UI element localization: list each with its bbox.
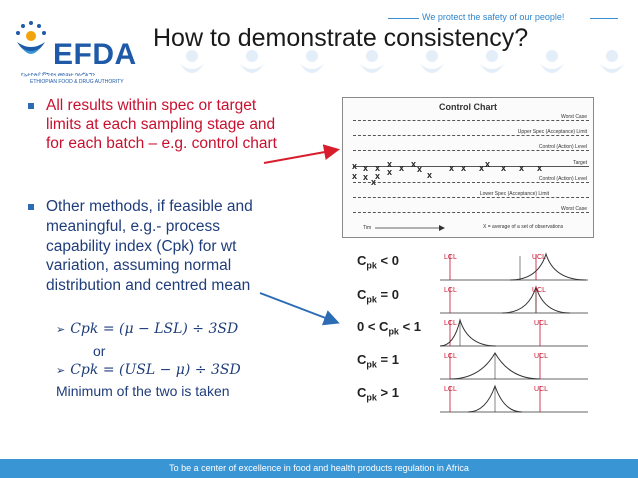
- cpk-case-label: Cpk = 1: [357, 352, 399, 370]
- data-marker: x: [399, 163, 405, 173]
- cpk-case-label: 0 < Cpk < 1: [357, 319, 421, 337]
- data-marker: x: [363, 172, 369, 182]
- cpk-distribution-curve: LCL UCL: [440, 318, 588, 347]
- time-axis-arrow-icon: [375, 225, 445, 231]
- lcl-label: LCL: [444, 320, 457, 327]
- data-marker: x: [375, 171, 381, 181]
- data-marker: x: [375, 163, 381, 173]
- data-marker: x: [537, 163, 543, 173]
- data-marker: x: [363, 163, 369, 173]
- cpk-case-label: Cpk < 0: [357, 253, 399, 271]
- data-marker: x: [485, 159, 491, 169]
- data-marker: x: [427, 170, 433, 180]
- target-label: Target: [573, 160, 587, 166]
- cpk-distribution-curve: LCL UCL: [440, 252, 588, 281]
- data-marker: x: [411, 159, 417, 169]
- blue-arrow-icon: [259, 292, 340, 326]
- ucl-label: UCL: [534, 353, 548, 360]
- arrowhead-bullet-icon: ➢: [56, 364, 66, 377]
- tagline-rule-left: [388, 18, 419, 19]
- data-marker: x: [479, 163, 485, 173]
- upper-control-label: Control (Action) Level: [538, 144, 587, 150]
- ucl-label: UCL: [534, 320, 548, 327]
- bullet-control-chart: All results within spec or target limits…: [46, 97, 277, 152]
- data-marker: x: [519, 163, 525, 173]
- ucl-label: UCL: [532, 254, 546, 261]
- cpk-case-label: Cpk = 0: [357, 287, 399, 305]
- data-marker: x: [371, 177, 377, 187]
- ucl-label: UCL: [534, 386, 548, 393]
- cpk-distribution-curve: LCL UCL: [440, 384, 588, 413]
- slide-title: How to demonstrate consistency?: [153, 24, 529, 52]
- formula-or: or: [93, 343, 106, 359]
- efda-logo: EFDA የኢትዮጵያ ምግብና መድኃኒት ባለሥልጣን ETHIOPIAN …: [10, 16, 150, 88]
- bullet-other-methods: Other methods, if feasible and meaningfu…: [46, 198, 253, 295]
- footer-bar: To be a center of excellence in food and…: [0, 459, 638, 478]
- worst-case-bottom-label: Worst Case: [560, 206, 587, 212]
- worst-case-bottom-line: [353, 212, 589, 213]
- formula-lsl-text: Cpk = (μ − LSL) ÷ 3SD: [70, 321, 239, 337]
- worst-case-top-label: Worst Case: [560, 114, 587, 120]
- lcl-label: LCL: [444, 254, 457, 261]
- ucl-label: UCL: [532, 287, 546, 294]
- formula-usl: ➢ Cpk = (USL − μ) ÷ 3SD: [56, 362, 241, 378]
- formula-usl-text: Cpk = (USL − μ) ÷ 3SD: [70, 362, 241, 378]
- data-marker: x: [387, 159, 393, 169]
- lower-control-line: [353, 182, 589, 183]
- header-tagline: We protect the safety of our people!: [422, 12, 565, 22]
- upper-spec-line: [353, 135, 589, 136]
- lower-spec-line: [353, 197, 589, 198]
- lower-control-label: Control (Action) Level: [538, 176, 587, 182]
- logo-emblem-icon: [16, 21, 46, 54]
- logo-subtitle-english: ETHIOPIAN FOOD & DRUG AUTHORITY: [30, 79, 124, 85]
- bullet-marker-2: [28, 204, 34, 210]
- data-marker: x: [352, 171, 358, 181]
- time-axis-label: Tim: [363, 225, 372, 231]
- data-marker: x: [352, 161, 358, 171]
- lcl-label: LCL: [444, 287, 457, 294]
- cpk-distribution-curve: LCL UCL: [440, 285, 588, 314]
- minimum-note: Minimum of the two is taken: [56, 383, 230, 399]
- data-marker: x: [449, 163, 455, 173]
- logo-wordmark: EFDA: [53, 38, 137, 71]
- lower-spec-label: Lower Spec (Acceptance) Limit: [479, 191, 549, 197]
- lcl-label: LCL: [444, 386, 457, 393]
- data-marker: x: [387, 167, 393, 177]
- cpk-case-label: Cpk > 1: [357, 385, 399, 403]
- upper-control-line: [353, 150, 589, 151]
- target-line: [353, 166, 589, 167]
- formula-lsl: ➢ Cpk = (μ − LSL) ÷ 3SD: [56, 321, 238, 337]
- cpk-distribution-curve: LCL UCL: [440, 352, 588, 380]
- tagline-rule-right: [590, 18, 618, 19]
- data-marker: x: [501, 163, 507, 173]
- arrowhead-bullet-icon: ➢: [56, 323, 66, 336]
- logo-subtitle-amharic: የኢትዮጵያ ምግብና መድኃኒት ባለሥልጣን: [21, 72, 95, 78]
- worst-case-top-line: [353, 120, 589, 121]
- observation-legend: X = average of a set of observations: [483, 224, 564, 230]
- lcl-label: LCL: [444, 353, 457, 360]
- footer-mission: To be a center of excellence in food and…: [169, 463, 469, 473]
- control-chart-title: Control Chart: [439, 102, 497, 112]
- bullet-marker-1: [28, 103, 34, 109]
- data-marker: x: [461, 163, 467, 173]
- upper-spec-label: Upper Spec (Acceptance) Limit: [517, 129, 587, 135]
- data-marker: x: [417, 164, 423, 174]
- control-chart-figure: Control Chart Worst Case Upper Spec (Acc…: [342, 97, 594, 238]
- watermark-figures: [180, 50, 624, 73]
